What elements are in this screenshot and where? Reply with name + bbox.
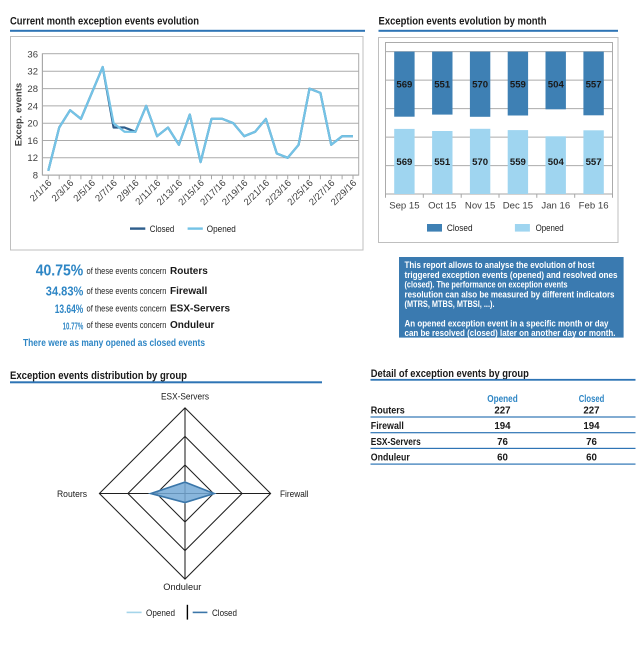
svg-text:Current month exception events: Current month exception events evolution	[10, 16, 199, 28]
svg-text:Closed: Closed	[150, 224, 175, 235]
svg-text:Firewall: Firewall	[371, 421, 404, 432]
svg-text:There were as many opened as c: There were as many opened as closed even…	[23, 338, 205, 349]
svg-text:Opened: Opened	[487, 394, 518, 405]
svg-text:36: 36	[27, 49, 38, 60]
svg-text:10.77%: 10.77%	[63, 321, 84, 332]
svg-text:227: 227	[494, 406, 510, 417]
svg-text:40.75%: 40.75%	[36, 262, 84, 279]
svg-text:of these events concern: of these events concern	[87, 304, 167, 314]
svg-text:569: 569	[396, 80, 412, 91]
svg-text:Routers: Routers	[170, 266, 208, 277]
svg-text:Exception events evolution by: Exception events evolution by month	[379, 16, 547, 28]
svg-text:of these events concern: of these events concern	[87, 266, 167, 276]
svg-text:Onduleur: Onduleur	[163, 582, 202, 593]
svg-text:28: 28	[27, 84, 38, 95]
svg-text:Sep 15: Sep 15	[389, 201, 419, 212]
svg-text:194: 194	[583, 421, 600, 432]
svg-text:60: 60	[586, 453, 597, 464]
svg-text:Firewall: Firewall	[170, 286, 207, 297]
svg-text:227: 227	[583, 406, 599, 417]
svg-text:Closed: Closed	[212, 608, 237, 619]
svg-text:20: 20	[27, 119, 38, 130]
svg-text:Onduleur: Onduleur	[170, 320, 215, 331]
svg-text:504: 504	[548, 157, 565, 168]
svg-text:569: 569	[396, 157, 412, 168]
svg-text:triggered exception events (op: triggered exception events (opened) and …	[405, 270, 618, 280]
svg-text:Opened: Opened	[207, 224, 236, 235]
svg-text:ESX-Servers: ESX-Servers	[371, 437, 421, 448]
svg-text:551: 551	[434, 157, 451, 168]
svg-text:This report allows to analyse: This report allows to analyse the evolut…	[405, 260, 595, 270]
svg-text:12: 12	[27, 153, 38, 164]
svg-text:Firewall: Firewall	[280, 489, 309, 500]
svg-text:Opened: Opened	[536, 223, 564, 234]
svg-text:Nov 15: Nov 15	[465, 201, 495, 212]
svg-text:Routers: Routers	[57, 489, 87, 500]
svg-text:16: 16	[27, 136, 38, 147]
svg-text:of these events concern: of these events concern	[87, 286, 167, 296]
svg-text:Onduleur: Onduleur	[371, 453, 410, 464]
svg-text:of these events concern: of these events concern	[87, 320, 167, 330]
svg-text:557: 557	[586, 157, 602, 168]
svg-text:551: 551	[434, 80, 451, 91]
svg-text:Closed: Closed	[447, 223, 473, 234]
svg-text:Feb 16: Feb 16	[579, 201, 609, 212]
svg-text:Oct 15: Oct 15	[428, 201, 456, 212]
svg-text:ESX-Servers: ESX-Servers	[170, 304, 230, 315]
svg-text:Routers: Routers	[371, 406, 405, 417]
svg-text:570: 570	[472, 157, 488, 168]
svg-text:194: 194	[494, 421, 511, 432]
svg-text:Exception events distribution: Exception events distribution by group	[10, 370, 187, 382]
svg-text:504: 504	[548, 80, 565, 91]
svg-text:557: 557	[586, 80, 602, 91]
svg-text:Closed: Closed	[579, 394, 605, 405]
svg-text:76: 76	[497, 437, 508, 448]
svg-text:Dec 15: Dec 15	[503, 201, 533, 212]
svg-text:24: 24	[27, 101, 38, 112]
svg-text:13.64%: 13.64%	[55, 302, 84, 316]
svg-text:559: 559	[510, 157, 526, 168]
svg-text:resolution can also be measure: resolution can also be measured by diffe…	[405, 289, 615, 299]
svg-text:570: 570	[472, 80, 488, 91]
svg-text:(MTRS, MTBS, MTBSI, ...).: (MTRS, MTBS, MTBSI, ...).	[405, 299, 495, 309]
svg-text:An opened exception event in a: An opened exception event in a specific …	[405, 318, 609, 328]
svg-text:(closed). The performance on e: (closed). The performance on exception e…	[405, 280, 568, 290]
svg-text:Jan 16: Jan 16	[541, 201, 570, 212]
svg-text:559: 559	[510, 80, 526, 91]
svg-text:ESX-Servers: ESX-Servers	[161, 392, 209, 403]
svg-text:8: 8	[33, 171, 38, 182]
svg-text:76: 76	[586, 437, 597, 448]
svg-text:60: 60	[497, 453, 508, 464]
svg-text:Excep. events: Excep. events	[14, 83, 25, 146]
svg-text:32: 32	[27, 67, 38, 78]
svg-text:34.83%: 34.83%	[46, 283, 84, 298]
svg-text:Opened: Opened	[146, 608, 175, 619]
svg-text:can be resolved (closed) later: can be resolved (closed) later on anothe…	[405, 328, 616, 338]
svg-text:Detail of exception events by: Detail of exception events by group	[371, 368, 529, 380]
